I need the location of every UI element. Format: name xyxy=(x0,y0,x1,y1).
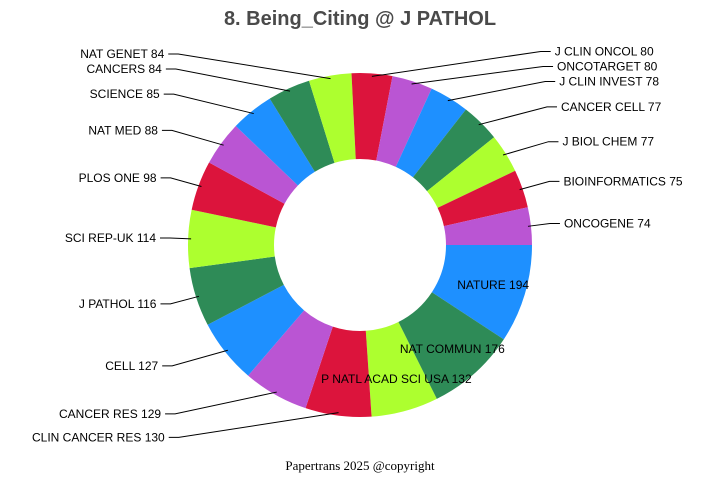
leader-line-bioinformatics xyxy=(519,180,560,191)
slice-plos-one xyxy=(191,162,285,228)
labels-group: NATURE 194 NAT COMMUN 176 P NATL ACAD SCI … xyxy=(32,44,683,444)
slice-oncogene xyxy=(443,207,532,245)
leader-line-cell xyxy=(162,349,228,367)
slice-label-nature: NATURE 194 xyxy=(457,278,529,292)
leader-line-science xyxy=(163,93,254,115)
slice-j-biol-chem xyxy=(427,137,516,208)
slice-label-cancer-cell: CANCER CELL 77 xyxy=(561,100,662,114)
slice-label-sci-rep-uk: SCI REP-UK 114 xyxy=(65,231,156,245)
leader-line-j-clin-oncol xyxy=(371,50,551,77)
leader-line-clin-cancer-res xyxy=(168,412,339,438)
chart-footer: Papertrans 2025 @copyright xyxy=(285,458,435,473)
leader-line-oncotarget xyxy=(411,65,554,85)
leader-line-nat-med xyxy=(161,129,224,146)
slice-label-p-natl-acad-sci-usa: P NATL ACAD SCI USA 132 xyxy=(321,372,472,386)
slice-nat-med xyxy=(209,126,298,204)
slice-nat-commun xyxy=(398,292,504,399)
slice-label-cancers: CANCERS 84 xyxy=(87,62,163,76)
slice-sci-rep-uk xyxy=(188,209,276,269)
leader-line-sci-rep-uk xyxy=(160,237,192,240)
slice-label-nat-med: NAT MED 88 xyxy=(88,123,158,137)
leader-line-j-pathol xyxy=(160,295,200,305)
slice-label-oncogene: ONCOGENE 74 xyxy=(564,217,651,231)
slice-cancer-cell xyxy=(412,109,495,192)
leader-line-cancer-res xyxy=(165,391,277,415)
slice-cancer-res xyxy=(248,310,333,409)
slice-cancers xyxy=(269,80,335,172)
leader-line-j-biol-chem xyxy=(502,141,559,156)
slice-label-j-clin-oncol: J CLIN ONCOL 80 xyxy=(555,44,654,58)
slice-j-clin-oncol xyxy=(351,73,393,161)
slice-label-oncotarget: ONCOTARGET 80 xyxy=(557,59,658,73)
chart-title: 8. Being_Citing @ J PATHOL xyxy=(224,8,496,30)
slice-label-j-clin-invest: J CLIN INVEST 78 xyxy=(559,74,659,88)
slice-cell xyxy=(207,284,305,376)
slice-j-clin-invest xyxy=(395,88,466,178)
slice-label-clin-cancer-res: CLIN CANCER RES 130 xyxy=(32,430,165,444)
slice-label-j-biol-chem: J BIOL CHEM 77 xyxy=(562,135,654,149)
leader-line-plos-one xyxy=(160,177,202,187)
slice-oncotarget xyxy=(376,76,432,167)
slice-label-cancer-res: CANCER RES 129 xyxy=(59,407,161,421)
slice-p-natl-acad-sci-usa xyxy=(365,321,437,417)
slice-nat-genet xyxy=(309,73,356,163)
slice-bioinformatics xyxy=(437,170,528,227)
leader-line-oncogene xyxy=(527,223,560,227)
leader-lines-group xyxy=(160,50,560,438)
slice-j-pathol xyxy=(189,256,284,325)
leader-line-cancers xyxy=(165,68,291,92)
slice-label-nat-commun: NAT COMMUN 176 xyxy=(400,342,505,356)
slice-label-science: SCIENCE 85 xyxy=(90,87,160,101)
slice-science xyxy=(235,98,315,186)
leader-line-cancer-cell xyxy=(478,106,558,126)
slices-group xyxy=(188,73,532,418)
leader-line-j-clin-invest xyxy=(447,80,556,102)
leader-line-nat-genet xyxy=(168,53,331,80)
slice-label-nat-genet: NAT GENET 84 xyxy=(80,47,164,61)
slice-label-j-pathol: J PATHOL 116 xyxy=(79,297,157,311)
slice-nature xyxy=(431,245,532,340)
slice-label-cell: CELL 127 xyxy=(105,359,158,373)
slice-label-bioinformatics: BIOINFORMATICS 75 xyxy=(563,174,682,188)
slice-label-plos-one: PLOS ONE 98 xyxy=(79,171,157,185)
slice-clin-cancer-res xyxy=(305,326,372,418)
